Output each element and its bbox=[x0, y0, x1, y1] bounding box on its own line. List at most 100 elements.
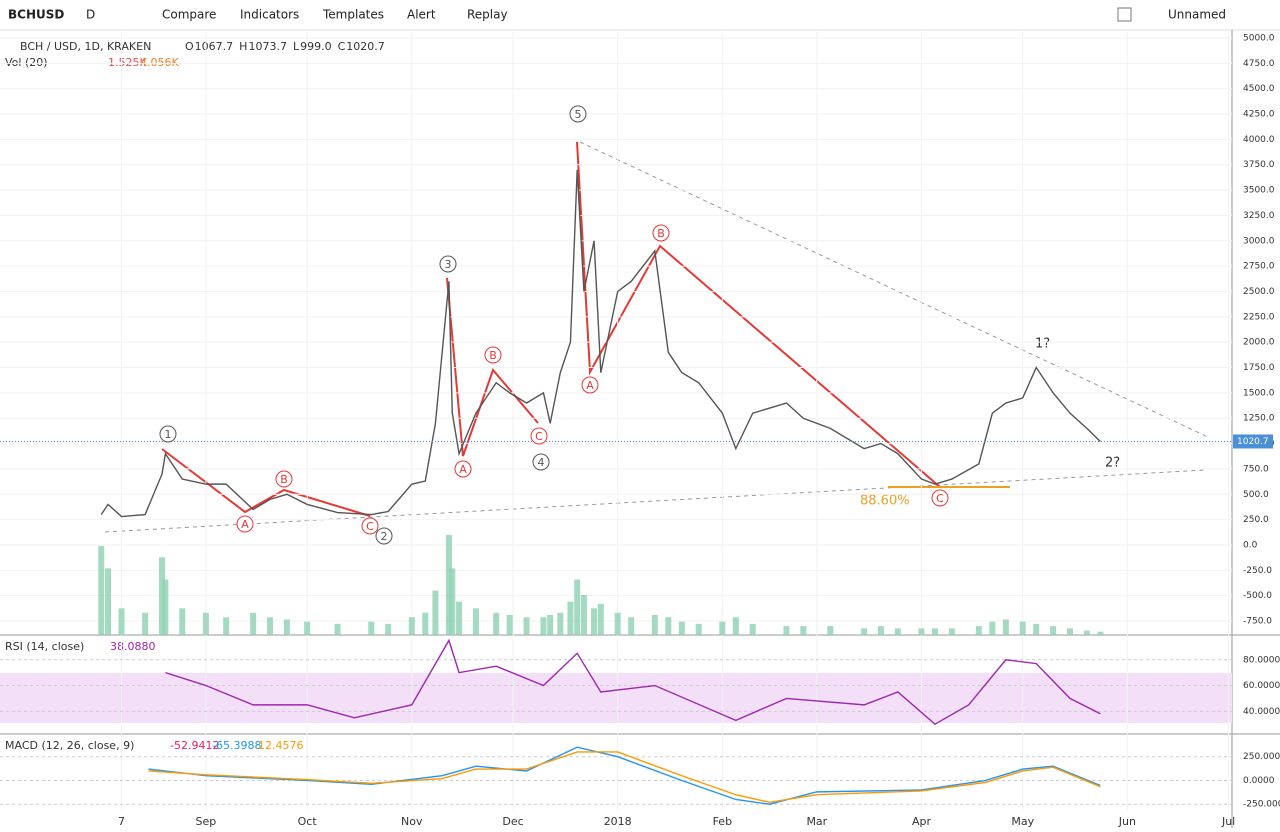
x-tick-label: 2018 bbox=[604, 815, 632, 828]
wave-marker bbox=[569, 105, 587, 123]
ohlc-item: 1020.7 bbox=[346, 40, 385, 53]
volume-bar bbox=[162, 579, 169, 635]
ohlc-item: L bbox=[293, 40, 300, 53]
y-tick-label: 1500.0 bbox=[1243, 388, 1275, 398]
y-tick-label: -750.0 bbox=[1243, 617, 1272, 627]
macd-title: MACD (12, 26, close, 9) bbox=[5, 739, 134, 752]
y-tick-label: 1250.0 bbox=[1243, 414, 1275, 424]
volume-bar bbox=[628, 617, 635, 635]
volume-bar bbox=[98, 546, 105, 635]
y-tick-label: 4750.0 bbox=[1243, 59, 1275, 69]
wave-marker bbox=[454, 460, 472, 478]
volume-bar bbox=[861, 628, 868, 635]
trendline bbox=[104, 469, 1206, 533]
wave-label: C bbox=[535, 430, 543, 443]
y-tick-label: -250.0 bbox=[1243, 566, 1272, 576]
symbol[interactable]: BCHUSD bbox=[8, 8, 64, 22]
replay[interactable]: Replay bbox=[467, 8, 508, 22]
y-tick-label: 1750.0 bbox=[1243, 363, 1275, 373]
y-tick-label: 80.0000 bbox=[1243, 655, 1280, 665]
x-tick-label: May bbox=[1011, 815, 1034, 828]
ohlc-item: C bbox=[338, 40, 346, 53]
y-tick-label: 3000.0 bbox=[1243, 236, 1275, 246]
wave-hint: 2? bbox=[1105, 456, 1120, 471]
legend-title: BCH / USD, 1D, KRAKEN bbox=[20, 40, 151, 53]
y-tick-label: -500.0 bbox=[1243, 591, 1272, 601]
wave-line bbox=[446, 277, 539, 457]
alert[interactable]: Alert bbox=[407, 8, 436, 22]
volume-bar bbox=[800, 626, 807, 635]
volume-bar bbox=[547, 615, 554, 635]
volume-bar bbox=[179, 608, 186, 635]
rsi-line bbox=[165, 638, 1101, 726]
y-tick-label: 500.0 bbox=[1243, 490, 1269, 500]
volume-bar bbox=[567, 601, 574, 635]
wave-label: C bbox=[936, 492, 944, 505]
volume-bar bbox=[877, 626, 884, 635]
volume-bar bbox=[1097, 631, 1104, 635]
wave-label: B bbox=[657, 227, 665, 240]
price-line bbox=[100, 169, 1101, 518]
fib-label: 88.60% bbox=[860, 494, 910, 509]
last-price-tag bbox=[1233, 434, 1273, 449]
compare[interactable]: Compare bbox=[162, 8, 216, 22]
wave-hint: 1? bbox=[1035, 337, 1050, 352]
wave-marker bbox=[532, 453, 550, 471]
x-tick-label: Mar bbox=[806, 815, 827, 828]
volume-bar bbox=[1033, 623, 1040, 635]
wave-marker bbox=[236, 515, 254, 533]
ohlc-item: 1067.7 bbox=[195, 40, 234, 53]
x-tick-label: Nov bbox=[401, 815, 423, 828]
volume-bar bbox=[304, 621, 311, 635]
volume-bar bbox=[665, 617, 672, 635]
volume-bar bbox=[1050, 626, 1057, 635]
volume-bar bbox=[422, 612, 429, 635]
x-tick-label: 7 bbox=[118, 815, 125, 828]
volume-bar bbox=[159, 557, 166, 635]
x-tick-label: Dec bbox=[502, 815, 523, 828]
volume-bar bbox=[368, 621, 375, 635]
volume-bar bbox=[540, 617, 547, 635]
volume-bar bbox=[432, 590, 439, 635]
volume-bar bbox=[283, 619, 290, 635]
volume-bar bbox=[223, 617, 230, 635]
y-tick-label: 2500.0 bbox=[1243, 287, 1275, 297]
layout-name[interactable]: Unnamed bbox=[1168, 8, 1226, 22]
y-tick-label: 2250.0 bbox=[1243, 312, 1275, 322]
y-tick-label: 0.0000 bbox=[1243, 776, 1275, 786]
wave-marker bbox=[159, 425, 177, 443]
y-tick-label: 60.0000 bbox=[1243, 681, 1280, 691]
volume-bar bbox=[385, 623, 392, 635]
wave-label: 3 bbox=[445, 258, 452, 271]
fullscreen-toggle[interactable] bbox=[1117, 7, 1132, 22]
wave-marker bbox=[530, 427, 548, 445]
wave-marker bbox=[375, 527, 393, 545]
trendline bbox=[579, 141, 1211, 439]
templates[interactable]: Templates bbox=[322, 8, 384, 22]
volume-bar bbox=[827, 626, 834, 635]
volume-bar bbox=[651, 615, 658, 635]
volume-bar bbox=[574, 579, 581, 635]
volume-bar bbox=[1002, 619, 1009, 635]
y-tick-label: 250.0 bbox=[1243, 515, 1269, 525]
interval[interactable]: D bbox=[86, 8, 95, 22]
y-tick-label: 2750.0 bbox=[1243, 262, 1275, 272]
signal-value: -65.3988 bbox=[212, 739, 261, 752]
wave-marker bbox=[275, 470, 293, 488]
y-tick-label: 40.0000 bbox=[1243, 707, 1280, 717]
y-tick-label: -250.0000 bbox=[1243, 800, 1280, 810]
ohlc-item: H bbox=[239, 40, 247, 53]
y-tick-label: 2000.0 bbox=[1243, 338, 1275, 348]
indicators[interactable]: Indicators bbox=[240, 8, 299, 22]
y-tick-label: 3750.0 bbox=[1243, 160, 1275, 170]
wave-marker bbox=[931, 489, 949, 507]
x-tick-label: Apr bbox=[912, 815, 932, 828]
wave-line bbox=[576, 141, 941, 488]
macd-line bbox=[148, 751, 1101, 804]
volume-bar bbox=[472, 608, 479, 635]
volume-bar bbox=[783, 626, 790, 635]
y-tick-label: 250.0000 bbox=[1243, 752, 1280, 762]
wave-label: 4 bbox=[538, 456, 545, 469]
volume-value: 1.525K bbox=[108, 56, 147, 69]
